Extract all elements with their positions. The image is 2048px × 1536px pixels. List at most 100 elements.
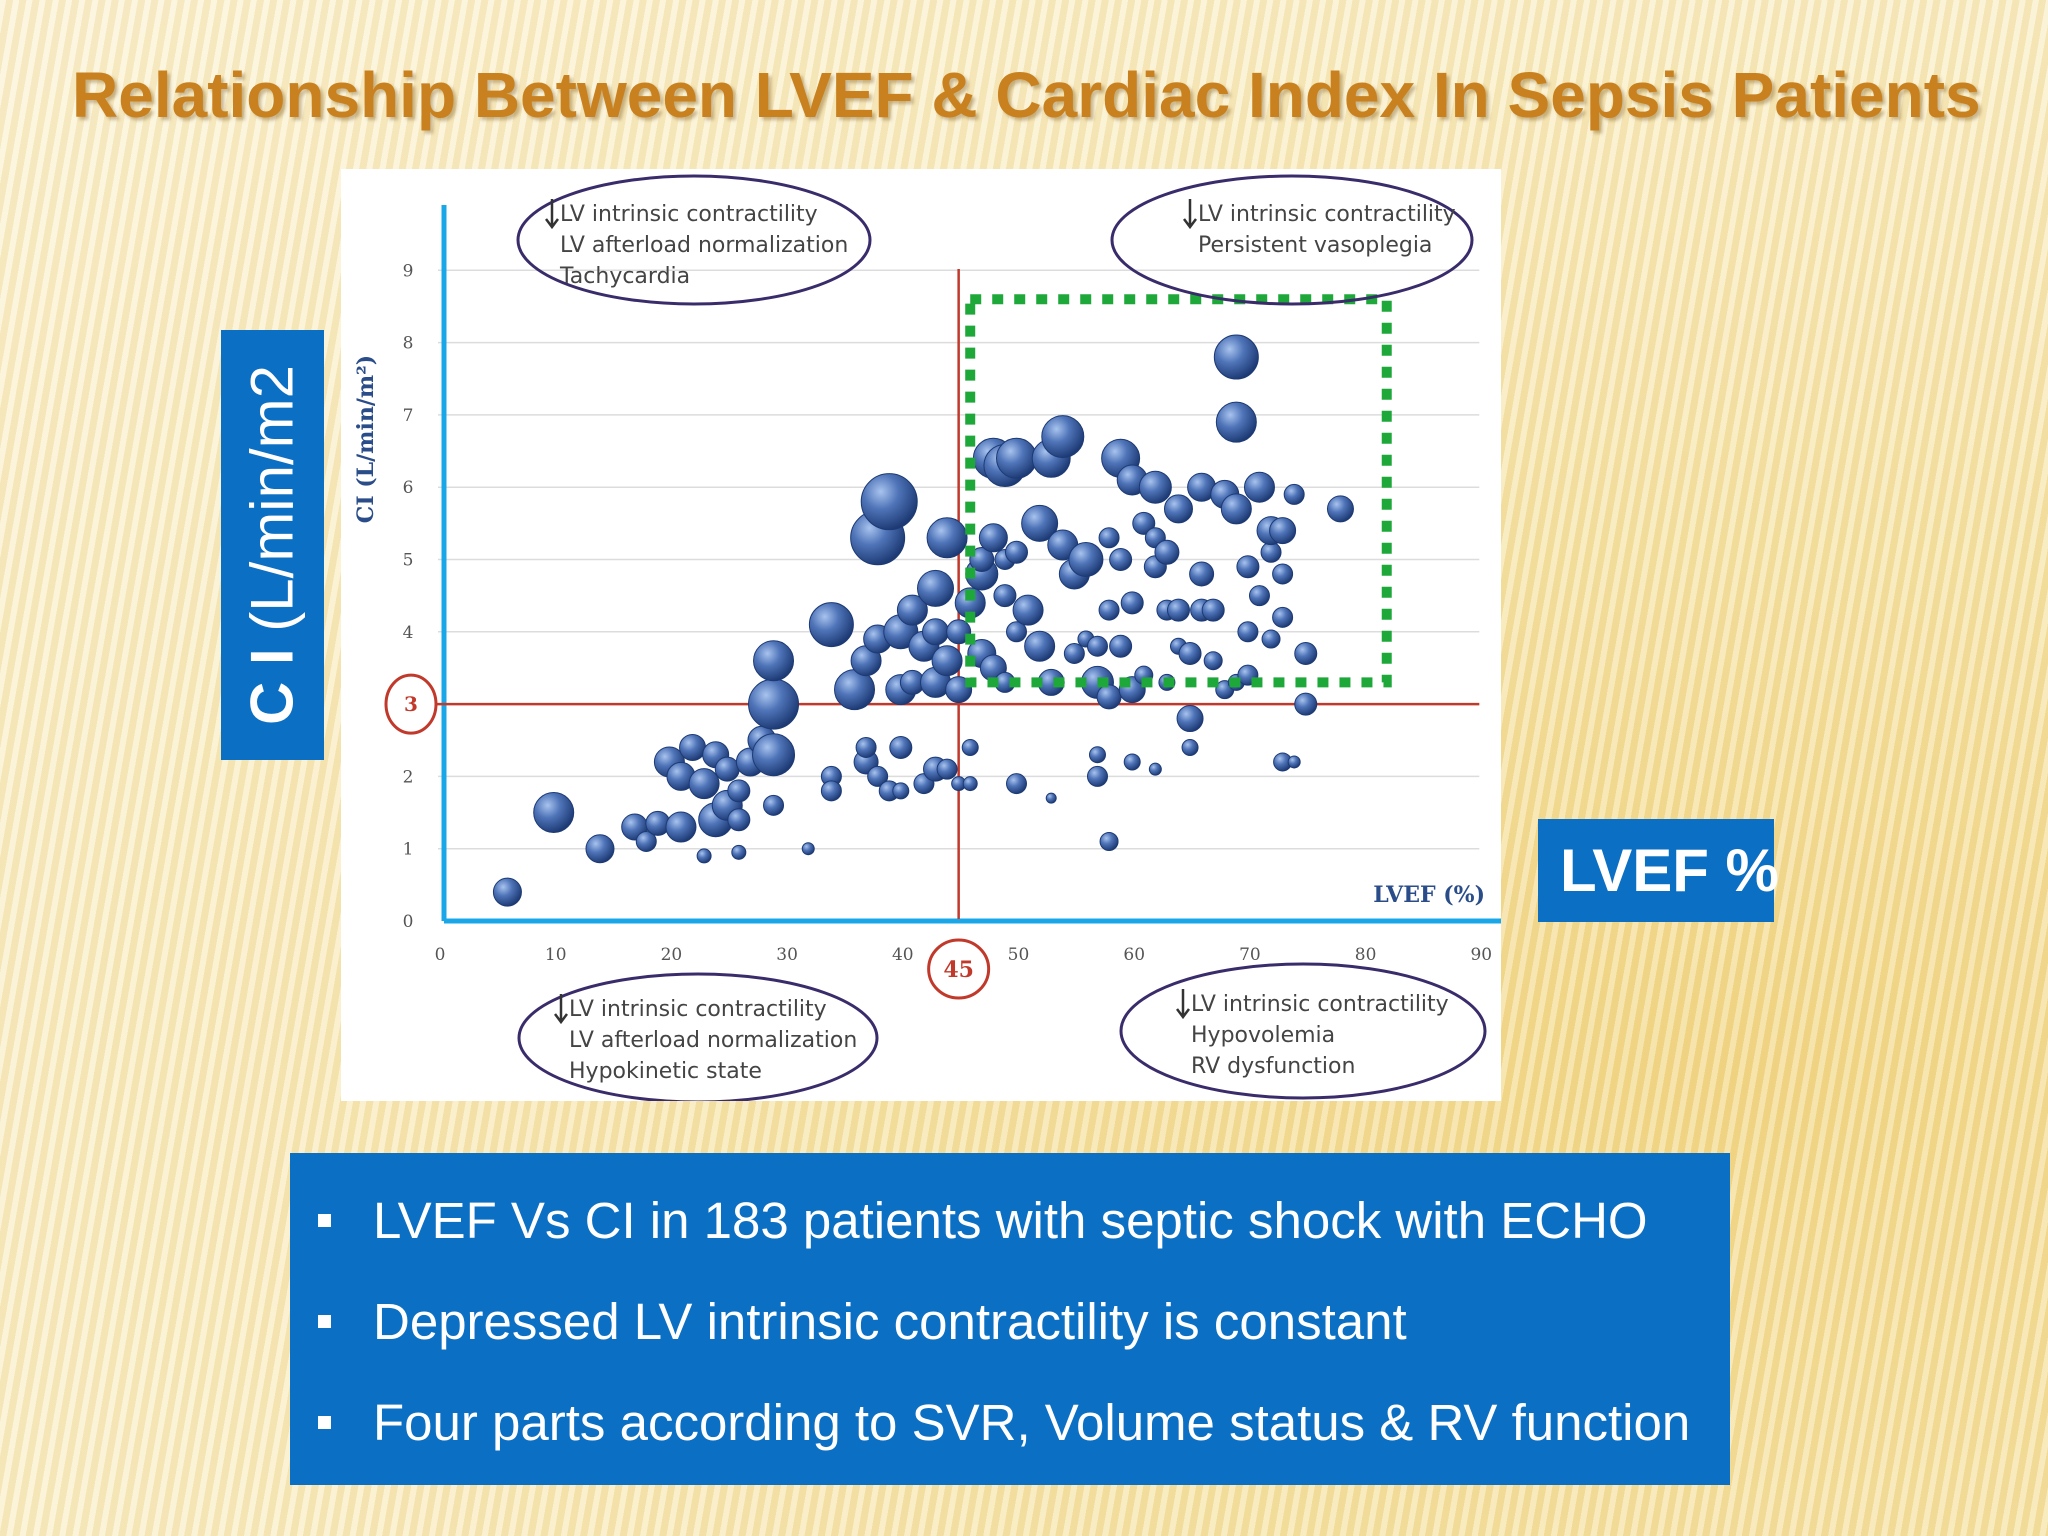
bubble-point xyxy=(1220,493,1252,525)
bubble-point xyxy=(1086,635,1108,657)
x-tick-label: 30 xyxy=(776,945,798,965)
bullet-box: LVEF Vs CI in 183 patients with septic s… xyxy=(290,1153,1730,1485)
x-tick-label: 0 xyxy=(435,945,446,965)
bubble-point xyxy=(1287,755,1301,769)
bubble-point xyxy=(585,834,615,864)
note-top-left-line1: LV intrinsic contractility xyxy=(560,202,818,227)
bubble-point xyxy=(892,782,910,800)
bubble-point xyxy=(1148,762,1162,776)
note-top-right-line2: Persistent vasoplegia xyxy=(1198,233,1432,258)
note-bottom-right-ellipse xyxy=(1119,962,1487,1100)
bubble-point xyxy=(492,877,522,907)
y-tick-label: 4 xyxy=(403,623,414,643)
y-tick-label: 1 xyxy=(403,840,414,860)
bubble-point xyxy=(1012,594,1044,626)
bubble-point xyxy=(748,678,800,730)
x-tick-label: 50 xyxy=(1008,945,1030,965)
bubble-point xyxy=(1154,539,1180,565)
down-arrow-icon xyxy=(545,199,559,230)
bubble-point xyxy=(946,619,972,645)
bubble-point xyxy=(696,848,712,864)
bubble-point xyxy=(996,437,1037,479)
slide-title: Relationship Between LVEF & Cardiac Inde… xyxy=(72,59,1981,131)
x-tick-label: 60 xyxy=(1123,945,1145,965)
bubble-point xyxy=(635,830,657,852)
bubble-point xyxy=(1006,773,1027,795)
x-tick-label: 90 xyxy=(1470,945,1492,965)
y-tick-label: 2 xyxy=(403,767,414,787)
tick-labels: 01234567890102030405060708090 xyxy=(403,261,1493,965)
note-bottom-left-line1: LV intrinsic contractility xyxy=(569,997,827,1022)
lvef-threshold-value: 45 xyxy=(943,957,974,983)
highlight-region xyxy=(965,294,1392,688)
bullet-2: Depressed LV intrinsic contractility is … xyxy=(373,1293,1407,1350)
note-top-left-ellipse xyxy=(516,174,872,306)
note-bottom-left-line3: Hypokinetic state xyxy=(569,1059,762,1084)
note-top-right-line1: LV intrinsic contractility xyxy=(1198,202,1456,227)
bubble-point xyxy=(1120,591,1144,615)
chart-panel: 01234567890102030405060708090 CI (L/min/… xyxy=(341,169,1501,1101)
bubble-point xyxy=(945,676,973,704)
bubble-point xyxy=(1098,527,1120,549)
bubble-point xyxy=(714,756,740,782)
bubble-point xyxy=(1099,831,1119,851)
y-tick-label: 8 xyxy=(403,334,414,354)
bubble-point xyxy=(1041,415,1085,459)
bubble-point xyxy=(1096,684,1122,710)
note-top-left-line2: LV afterload normalization xyxy=(560,233,848,258)
bubble-point xyxy=(1068,542,1104,577)
bubble-point xyxy=(1243,471,1275,503)
bubble-point xyxy=(1098,599,1120,621)
x-tick-label: 80 xyxy=(1355,945,1377,965)
bubble-point xyxy=(1326,495,1354,523)
y-axis-title: CI (L/min/m²) xyxy=(353,355,379,523)
bubble-point xyxy=(1248,585,1270,607)
bubble-chart: 01234567890102030405060708090 CI (L/min/… xyxy=(353,174,1501,1101)
y-tick-label: 6 xyxy=(403,478,414,498)
bubble-point xyxy=(1189,561,1215,587)
bubble-point xyxy=(1005,540,1028,564)
bubble-point xyxy=(752,733,796,777)
bubble-point xyxy=(1236,555,1260,579)
bubble-point xyxy=(1045,792,1057,804)
bubble-point xyxy=(1201,598,1225,622)
note-top-left: LV intrinsic contractility LV afterload … xyxy=(516,174,872,306)
ci-axis-callout-unit: (L/min/m2 xyxy=(238,364,306,649)
ci-axis-callout: C I (L/min/m2 xyxy=(221,330,324,760)
bubble-point xyxy=(1021,504,1059,542)
bubble-point xyxy=(855,736,877,758)
bubble-point xyxy=(1213,334,1259,380)
bubble-point xyxy=(1163,494,1193,524)
bubble-point xyxy=(1024,630,1056,662)
bubble-point xyxy=(936,758,958,780)
bubble-point xyxy=(1260,541,1282,563)
ci-threshold-value: 3 xyxy=(404,692,418,716)
note-top-left-line3: Tachycardia xyxy=(559,264,690,289)
y-tick-label: 7 xyxy=(403,406,414,426)
bubble-point xyxy=(1237,621,1259,643)
bubbles xyxy=(492,334,1354,907)
bubble-point xyxy=(926,517,968,559)
bubble-point xyxy=(679,733,707,761)
y-tick-label: 9 xyxy=(403,261,414,281)
bubble-point xyxy=(896,594,928,626)
lvef-axis-callout: LVEF % xyxy=(1538,819,1779,922)
note-bottom-right-line1: LV intrinsic contractility xyxy=(1191,992,1449,1017)
note-bottom-right-line3: RV dysfunction xyxy=(1191,1054,1355,1079)
bubble-point xyxy=(978,523,1008,553)
down-arrow-icon xyxy=(1183,199,1197,230)
bubble-point xyxy=(727,779,751,803)
bubble-point xyxy=(1138,470,1172,504)
bubble-point xyxy=(922,618,950,646)
bubble-point xyxy=(1006,621,1027,643)
bubble-point xyxy=(1283,483,1305,505)
x-tick-label: 40 xyxy=(892,945,914,965)
bubble-point xyxy=(1109,548,1133,571)
bubble-point xyxy=(1132,511,1156,535)
bullet-marker xyxy=(318,1214,331,1227)
bubble-point xyxy=(1269,517,1297,545)
bubble-point xyxy=(962,776,978,792)
x-tick-label: 20 xyxy=(661,945,683,965)
bubble-point xyxy=(1178,641,1202,665)
bubble-point xyxy=(1088,746,1106,764)
